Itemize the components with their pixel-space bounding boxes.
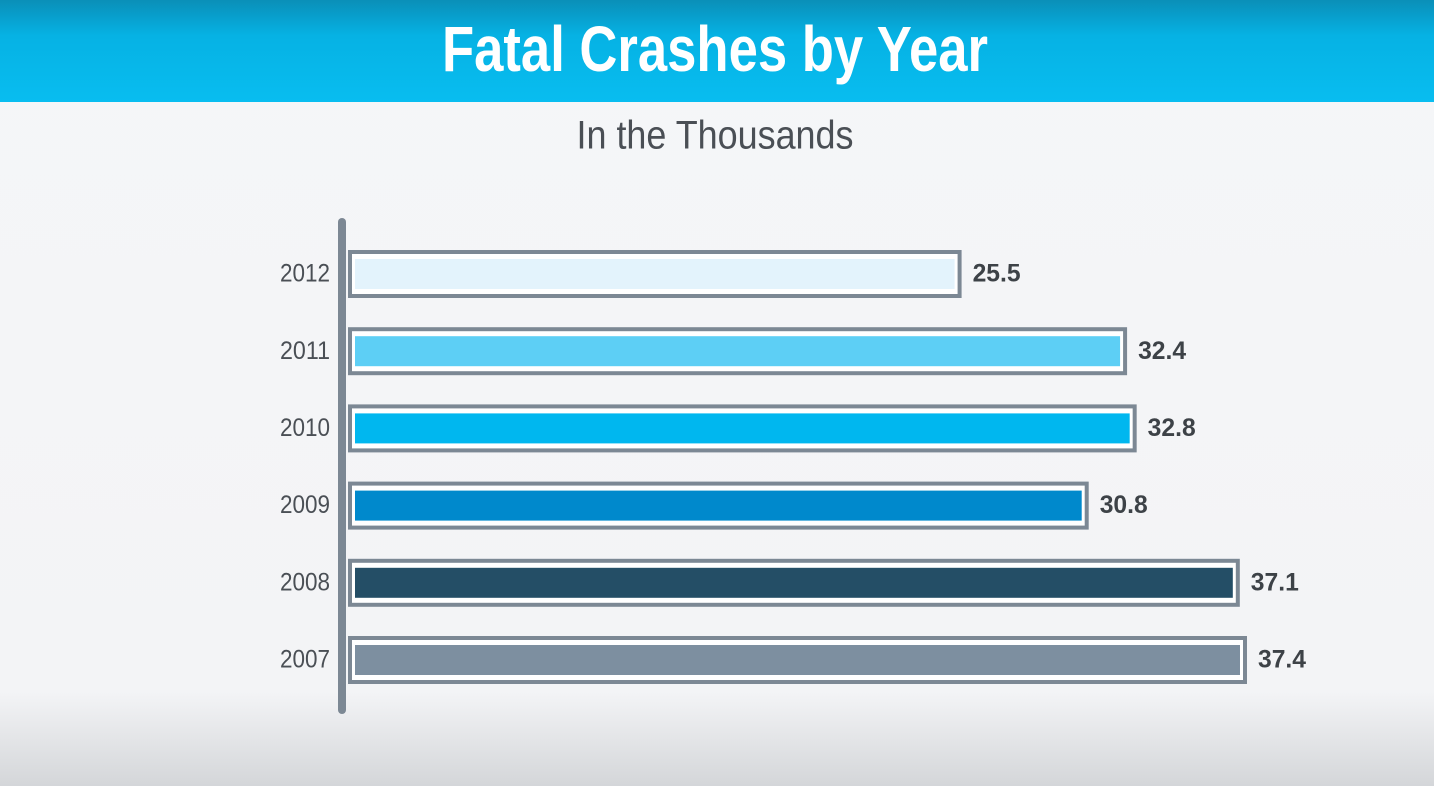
value-label: 30.8 — [1100, 491, 1148, 519]
y-tick-label: 2011 — [280, 337, 330, 365]
value-label: 25.5 — [973, 260, 1021, 288]
bar — [355, 259, 955, 289]
y-tick-label: 2010 — [280, 414, 330, 442]
y-tick-label: 2012 — [280, 260, 330, 288]
bar — [355, 567, 1233, 598]
value-label: 37.4 — [1258, 646, 1306, 674]
bar — [355, 413, 1130, 444]
y-tick-label: 2009 — [280, 491, 330, 519]
chart-title: Fatal Crashes by Year — [442, 13, 988, 85]
y-tick-label: 2008 — [280, 568, 330, 596]
value-label: 37.1 — [1251, 568, 1299, 596]
value-label: 32.8 — [1148, 414, 1196, 442]
y-tick-label: 2007 — [280, 646, 330, 674]
value-label: 32.4 — [1138, 337, 1186, 365]
bar — [355, 490, 1082, 521]
chart-subtitle: In the Thousands — [577, 114, 854, 158]
title-banner — [0, 0, 1434, 102]
bar — [355, 645, 1240, 675]
bar — [355, 336, 1121, 367]
